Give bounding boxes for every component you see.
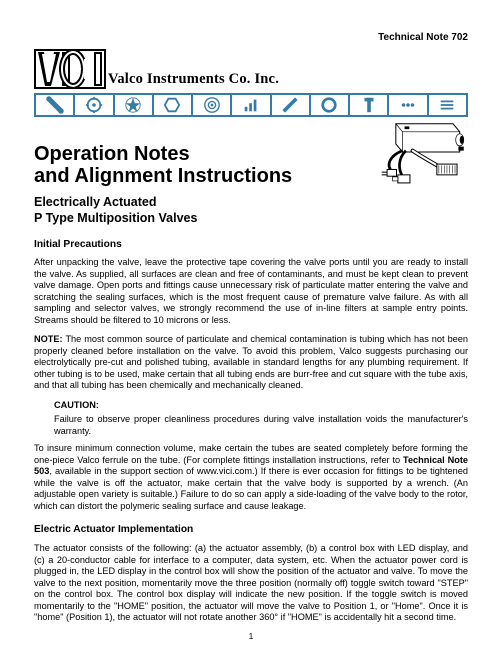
bars-icon (230, 93, 271, 117)
caution-block: CAUTION: Failure to observe proper clean… (54, 400, 468, 438)
title-line1: Operation Notes (34, 143, 190, 165)
electric-actuator-body: The actuator consists of the following: … (34, 543, 468, 624)
page-title: Operation Notes and Alignment Instructio… (34, 143, 358, 188)
grip-icon (427, 93, 468, 117)
caution-heading: CAUTION: (54, 400, 468, 412)
title-line2: and Alignment Instructions (34, 165, 292, 187)
wrench-icon (34, 93, 75, 117)
target-icon (191, 93, 232, 117)
after-caution-b: , available in the support section of ww… (34, 466, 468, 511)
valve-illustration (364, 117, 468, 191)
page-subtitle: Electrically Actuated P Type Multipositi… (34, 195, 358, 226)
initial-precautions-heading: Initial Precautions (34, 239, 468, 252)
note-body: The most common source of particulate an… (34, 334, 468, 390)
gear-icon (73, 93, 114, 117)
note-label: NOTE: (34, 334, 63, 344)
note-paragraph: NOTE: The most common source of particul… (34, 334, 468, 392)
after-caution-paragraph: To insure minimum connection volume, mak… (34, 443, 468, 512)
vici-logo (34, 49, 106, 89)
tech-note-label: Technical Note 702 (34, 32, 468, 45)
electric-actuator-heading: Electric Actuator Implementation (34, 524, 468, 537)
company-name: Valco Instruments Co. Inc. (108, 70, 279, 88)
icon-bar (34, 93, 468, 117)
subtitle-line2: P Type Multiposition Valves (34, 211, 197, 225)
logo-row: Valco Instruments Co. Inc. (34, 49, 468, 89)
star-icon (113, 93, 154, 117)
tool-icon (348, 93, 389, 117)
caution-body: Failure to observe proper cleanliness pr… (54, 414, 468, 437)
pipe-icon (270, 93, 311, 117)
initial-precautions-body: After unpacking the valve, leave the pro… (34, 257, 468, 326)
ring-icon (309, 93, 350, 117)
subtitle-line1: Electrically Actuated (34, 195, 157, 209)
dots-icon (387, 93, 428, 117)
hex-icon (152, 93, 193, 117)
page-number: 1 (34, 632, 468, 642)
